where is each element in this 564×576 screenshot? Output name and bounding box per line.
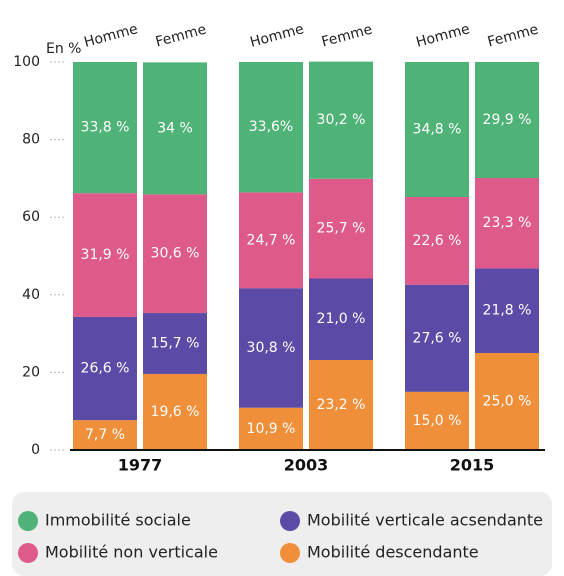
bar-label: Homme bbox=[82, 21, 139, 51]
bar-segment bbox=[239, 62, 303, 193]
bar-segment bbox=[475, 62, 539, 179]
bar-segment bbox=[475, 353, 539, 450]
value-label: 15,7 % bbox=[151, 335, 200, 351]
value-label: 21,0 % bbox=[317, 311, 366, 327]
value-label: 22,6 % bbox=[413, 233, 462, 249]
legend-label: Mobilité descendante bbox=[307, 543, 479, 562]
bar-segment bbox=[143, 313, 207, 374]
y-axis-label: En % bbox=[46, 41, 81, 57]
bar-segment bbox=[73, 62, 137, 194]
y-tick-label: 40 bbox=[22, 287, 40, 303]
bar-segment bbox=[239, 407, 303, 450]
legend-swatch bbox=[280, 543, 300, 563]
value-label: 7,7 % bbox=[85, 427, 125, 443]
value-label: 27,6 % bbox=[413, 330, 462, 346]
bar-segment bbox=[405, 197, 469, 285]
value-label: 23,2 % bbox=[317, 397, 366, 413]
legend-swatch bbox=[18, 543, 38, 563]
bar-segment bbox=[239, 192, 303, 289]
value-label: 30,2 % bbox=[317, 112, 366, 128]
value-label: 19,6 % bbox=[151, 404, 200, 420]
value-label: 25,0 % bbox=[483, 394, 532, 410]
legend-label: Immobilité sociale bbox=[45, 511, 191, 530]
value-label: 33,8 % bbox=[81, 120, 130, 136]
value-label: 34,8 % bbox=[413, 122, 462, 138]
group-label: 2015 bbox=[450, 456, 495, 475]
y-tick-label: 100 bbox=[13, 54, 40, 70]
bar-segment bbox=[309, 359, 373, 450]
group-label: 1977 bbox=[118, 456, 163, 475]
group-label: 2003 bbox=[284, 456, 329, 475]
bar-label: Femme bbox=[154, 22, 208, 51]
value-label: 24,7 % bbox=[247, 232, 296, 248]
bar-segment bbox=[405, 391, 469, 450]
y-tick-label: 60 bbox=[22, 209, 40, 225]
value-label: 29,9 % bbox=[483, 112, 532, 128]
value-label: 30,8 % bbox=[247, 340, 296, 356]
value-label: 25,7 % bbox=[317, 221, 366, 237]
value-label: 33,6% bbox=[249, 119, 293, 135]
bar-label: Femme bbox=[320, 22, 374, 51]
bar-segment bbox=[143, 194, 207, 314]
bar-segment bbox=[73, 193, 137, 317]
value-label: 34 % bbox=[157, 120, 193, 136]
legend-box bbox=[12, 492, 552, 576]
bar-segment bbox=[475, 178, 539, 269]
bar-segment bbox=[405, 62, 469, 198]
value-label: 10,9 % bbox=[247, 421, 296, 437]
y-tick-label: 20 bbox=[22, 364, 40, 380]
value-label: 31,9 % bbox=[81, 247, 130, 263]
y-tick-label: 0 bbox=[31, 442, 40, 458]
value-label: 30,6 % bbox=[151, 246, 200, 262]
bar-label: Homme bbox=[248, 21, 305, 51]
bar-segment bbox=[143, 62, 207, 195]
legend-label: Mobilité non verticale bbox=[45, 543, 218, 562]
legend-swatch bbox=[280, 511, 300, 531]
bar-segment bbox=[143, 373, 207, 450]
legend-swatch bbox=[18, 511, 38, 531]
bar-label: Femme bbox=[486, 22, 540, 51]
legend-label: Mobilité verticale acsendante bbox=[307, 511, 543, 530]
bar-label: Homme bbox=[414, 21, 471, 51]
bar-segment bbox=[405, 284, 469, 392]
bar-segment bbox=[73, 420, 137, 450]
bar-segment bbox=[475, 268, 539, 353]
y-tick-label: 80 bbox=[22, 132, 40, 148]
value-label: 15,0 % bbox=[413, 413, 462, 429]
value-label: 23,3 % bbox=[483, 215, 532, 231]
bar-segment bbox=[309, 178, 373, 279]
bar-segment bbox=[73, 316, 137, 421]
value-label: 21,8 % bbox=[483, 303, 532, 319]
value-label: 26,6 % bbox=[81, 361, 130, 377]
bar-segment bbox=[239, 288, 303, 408]
bar-segment bbox=[309, 278, 373, 360]
bar-segment bbox=[309, 61, 373, 179]
